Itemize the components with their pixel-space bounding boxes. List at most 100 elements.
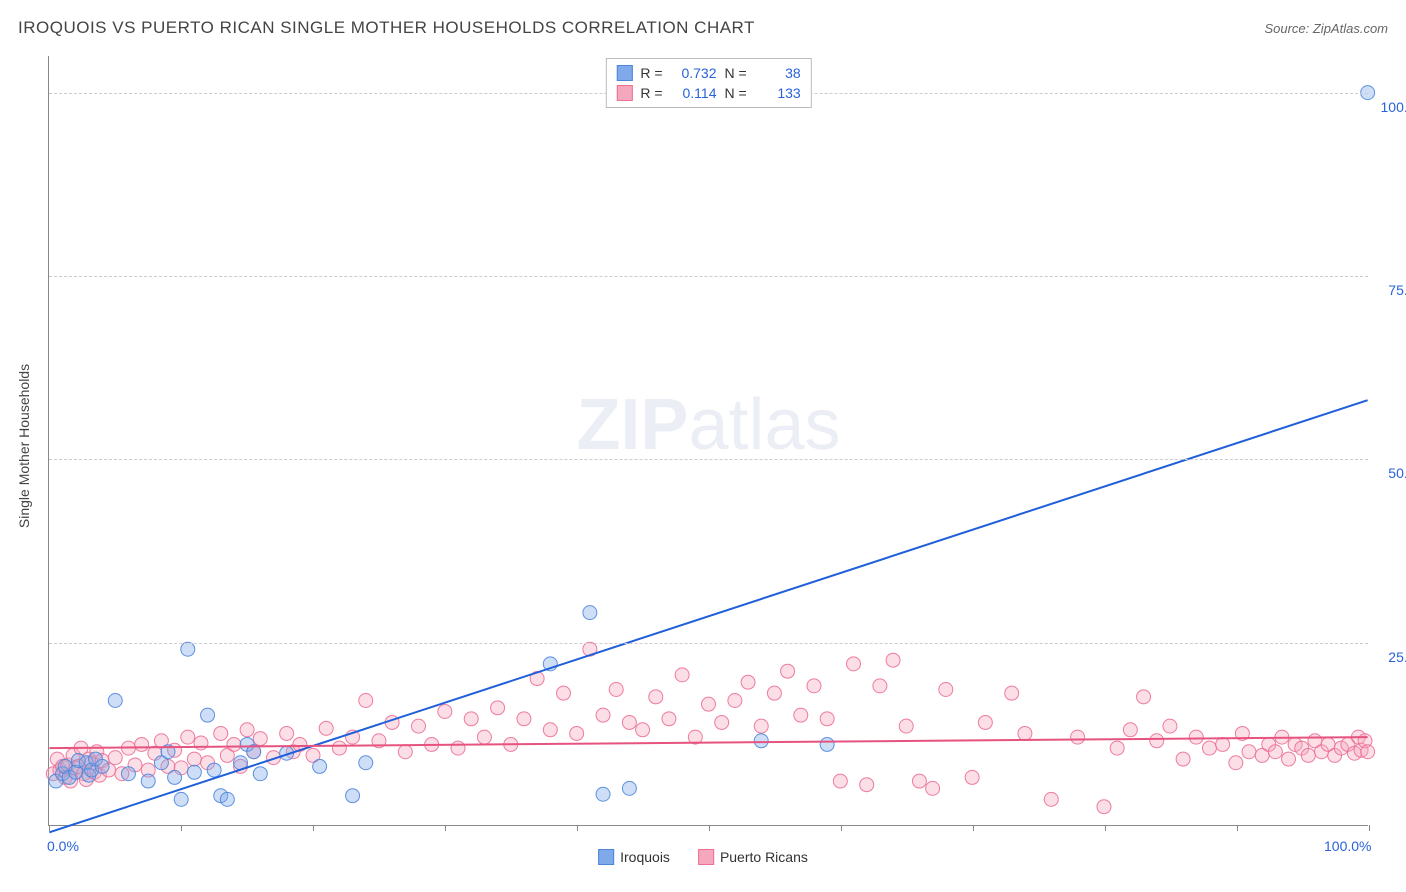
y-tick-label: 25.0% — [1373, 649, 1406, 665]
r-value-iroquois: 0.732 — [671, 65, 717, 81]
data-point — [715, 715, 729, 729]
data-point — [220, 792, 234, 806]
data-point — [754, 719, 768, 733]
data-point — [702, 697, 716, 711]
chart-svg — [49, 56, 1368, 825]
data-point — [543, 723, 557, 737]
data-point — [1202, 741, 1216, 755]
r-label: R = — [640, 65, 662, 81]
data-point — [662, 712, 676, 726]
data-point — [1216, 737, 1230, 751]
x-tick — [313, 825, 314, 831]
x-tick — [1237, 825, 1238, 831]
data-point — [899, 719, 913, 733]
x-tick-label: 0.0% — [47, 838, 79, 854]
r-value-puerto-ricans: 0.114 — [671, 85, 717, 101]
data-point — [168, 770, 182, 784]
data-point — [741, 675, 755, 689]
data-point — [570, 726, 584, 740]
data-point — [833, 774, 847, 788]
x-tick — [577, 825, 578, 831]
x-tick — [181, 825, 182, 831]
title-bar: IROQUOIS VS PUERTO RICAN SINGLE MOTHER H… — [18, 18, 1388, 38]
data-point — [820, 737, 834, 751]
data-point — [1110, 741, 1124, 755]
x-tick — [841, 825, 842, 831]
y-axis-label: Single Mother Households — [16, 364, 32, 528]
data-point — [820, 712, 834, 726]
data-point — [754, 734, 768, 748]
data-point — [1229, 756, 1243, 770]
legend-item: Puerto Ricans — [698, 849, 808, 865]
data-point — [912, 774, 926, 788]
y-tick-label: 50.0% — [1373, 465, 1406, 481]
data-point — [794, 708, 808, 722]
data-point — [214, 726, 228, 740]
data-point — [1005, 686, 1019, 700]
data-point — [253, 767, 267, 781]
data-point — [609, 683, 623, 697]
data-point — [1189, 730, 1203, 744]
data-point — [332, 741, 346, 755]
data-point — [253, 732, 267, 746]
legend-row-puerto-ricans: R = 0.114 N = 133 — [616, 83, 800, 103]
y-tick-label: 75.0% — [1373, 282, 1406, 298]
x-tick — [1369, 825, 1370, 831]
data-point — [622, 715, 636, 729]
data-point — [1176, 752, 1190, 766]
data-point — [1150, 734, 1164, 748]
legend-row-iroquois: R = 0.732 N = 38 — [616, 63, 800, 83]
data-point — [1268, 745, 1282, 759]
data-point — [1163, 719, 1177, 733]
data-point — [411, 719, 425, 733]
correlation-legend: R = 0.732 N = 38 R = 0.114 N = 133 — [605, 58, 811, 108]
data-point — [517, 712, 531, 726]
gridline — [49, 459, 1368, 460]
data-point — [187, 752, 201, 766]
data-point — [1123, 723, 1137, 737]
data-point — [675, 668, 689, 682]
data-point — [939, 683, 953, 697]
data-point — [181, 642, 195, 656]
data-point — [464, 712, 478, 726]
legend-item: Iroquois — [598, 849, 670, 865]
legend-label: Iroquois — [620, 849, 670, 865]
data-point — [1097, 800, 1111, 814]
data-point — [280, 726, 294, 740]
x-tick — [49, 825, 50, 831]
data-point — [596, 787, 610, 801]
legend-label: Puerto Ricans — [720, 849, 808, 865]
swatch-puerto-ricans — [616, 85, 632, 101]
swatch-iroquois — [616, 65, 632, 81]
data-point — [807, 679, 821, 693]
data-point — [596, 708, 610, 722]
data-point — [1242, 745, 1256, 759]
data-point — [207, 763, 221, 777]
data-point — [141, 774, 155, 788]
data-point — [313, 759, 327, 773]
data-point — [860, 778, 874, 792]
data-point — [108, 751, 122, 765]
data-point — [121, 767, 135, 781]
data-point — [781, 664, 795, 678]
data-point — [636, 723, 650, 737]
n-label: N = — [725, 85, 747, 101]
data-point — [359, 694, 373, 708]
data-point — [873, 679, 887, 693]
data-point — [886, 653, 900, 667]
x-tick — [445, 825, 446, 831]
data-point — [227, 737, 241, 751]
data-point — [174, 792, 188, 806]
data-point — [649, 690, 663, 704]
data-point — [346, 789, 360, 803]
source-attribution: Source: ZipAtlas.com — [1264, 21, 1388, 36]
x-tick — [973, 825, 974, 831]
data-point — [767, 686, 781, 700]
x-tick — [1105, 825, 1106, 831]
data-point — [1137, 690, 1151, 704]
x-tick-label: 100.0% — [1324, 838, 1371, 854]
data-point — [201, 708, 215, 722]
data-point — [438, 704, 452, 718]
data-point — [135, 737, 149, 751]
legend-swatch — [698, 849, 714, 865]
